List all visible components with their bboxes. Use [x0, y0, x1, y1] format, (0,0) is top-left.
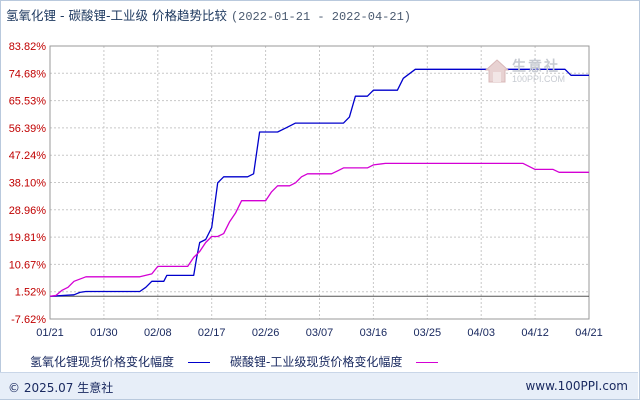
x-tick-label: 02/08	[144, 327, 172, 339]
plot-area	[49, 45, 590, 320]
legend-label: 碳酸锂-工业级现货价格变化幅度	[230, 355, 403, 369]
x-tick-label: 02/17	[198, 327, 226, 339]
x-tick-label: 03/25	[414, 327, 442, 339]
series-line-lithium-hydroxide	[49, 68, 589, 297]
legend-label: 氢氧化锂现货价格变化幅度	[30, 355, 175, 369]
footer-site-link[interactable]: www.100PPI.com	[525, 379, 628, 393]
y-tick-label: 83.82%	[9, 41, 47, 53]
watermark-logo: 生意社 100PPI.COM	[484, 56, 584, 90]
y-tick-label: 19.81%	[9, 232, 47, 244]
x-tick-labels: 01/21 01/30 02/08 02/17 02/26 03/07 03/16 03/25…	[36, 327, 603, 339]
y-tick-label: 10.67%	[9, 259, 47, 271]
y-tick-label: 56.39%	[9, 123, 47, 135]
legend-item-hydroxide: 氢氧化锂现货价格变化幅度	[30, 353, 211, 370]
chart-title: 氢氧化锂 - 碳酸锂-工业级 价格趋势比较 (2022-01-21 - 2022…	[6, 5, 411, 24]
x-tick-label: 03/16	[360, 327, 388, 339]
y-tick-label: 1.52%	[15, 287, 46, 299]
x-tick-label: 01/30	[90, 327, 118, 339]
x-tick-label: 04/12	[521, 327, 549, 339]
y-tick-label: 65.53%	[9, 96, 47, 108]
legend-swatch	[416, 362, 439, 363]
y-tick-label: 47.24%	[9, 150, 47, 162]
y-tick-label: 38.10%	[9, 178, 47, 190]
chart-axes	[49, 45, 590, 320]
footer-bar: © 2025.07 生意社 www.100PPI.com	[0, 372, 638, 399]
chart-title-text: 氢氧化锂 - 碳酸锂-工业级 价格趋势比较	[6, 8, 227, 23]
y-tick-labels: 83.82% 74.68% 65.53% 56.39% 47.24% 38.10% 28.9…	[9, 41, 47, 326]
y-tick-label: -7.62%	[11, 314, 46, 326]
y-tick-label: 28.96%	[9, 205, 47, 217]
watermark-url: 100PPI.COM	[512, 74, 566, 84]
x-tick-label: 04/03	[467, 327, 495, 339]
watermark-text: 生意社	[512, 59, 560, 75]
x-tick-label: 01/21	[36, 327, 64, 339]
chart-series	[49, 68, 589, 297]
chart-date-range: (2022-01-21 - 2022-04-21)	[230, 10, 411, 24]
series-line-lithium-carbonate	[49, 162, 589, 297]
grid-lines	[49, 45, 590, 320]
footer-copyright: © 2025.07 生意社	[8, 381, 114, 395]
x-tick-label: 02/26	[252, 327, 280, 339]
watermark-house-icon	[484, 59, 510, 83]
y-tick-label: 74.68%	[9, 68, 47, 80]
x-tick-label: 04/21	[575, 327, 603, 339]
legend-item-carbonate: 碳酸锂-工业级现货价格变化幅度	[230, 353, 439, 370]
legend-swatch	[188, 362, 211, 363]
x-tick-label: 03/07	[306, 327, 334, 339]
